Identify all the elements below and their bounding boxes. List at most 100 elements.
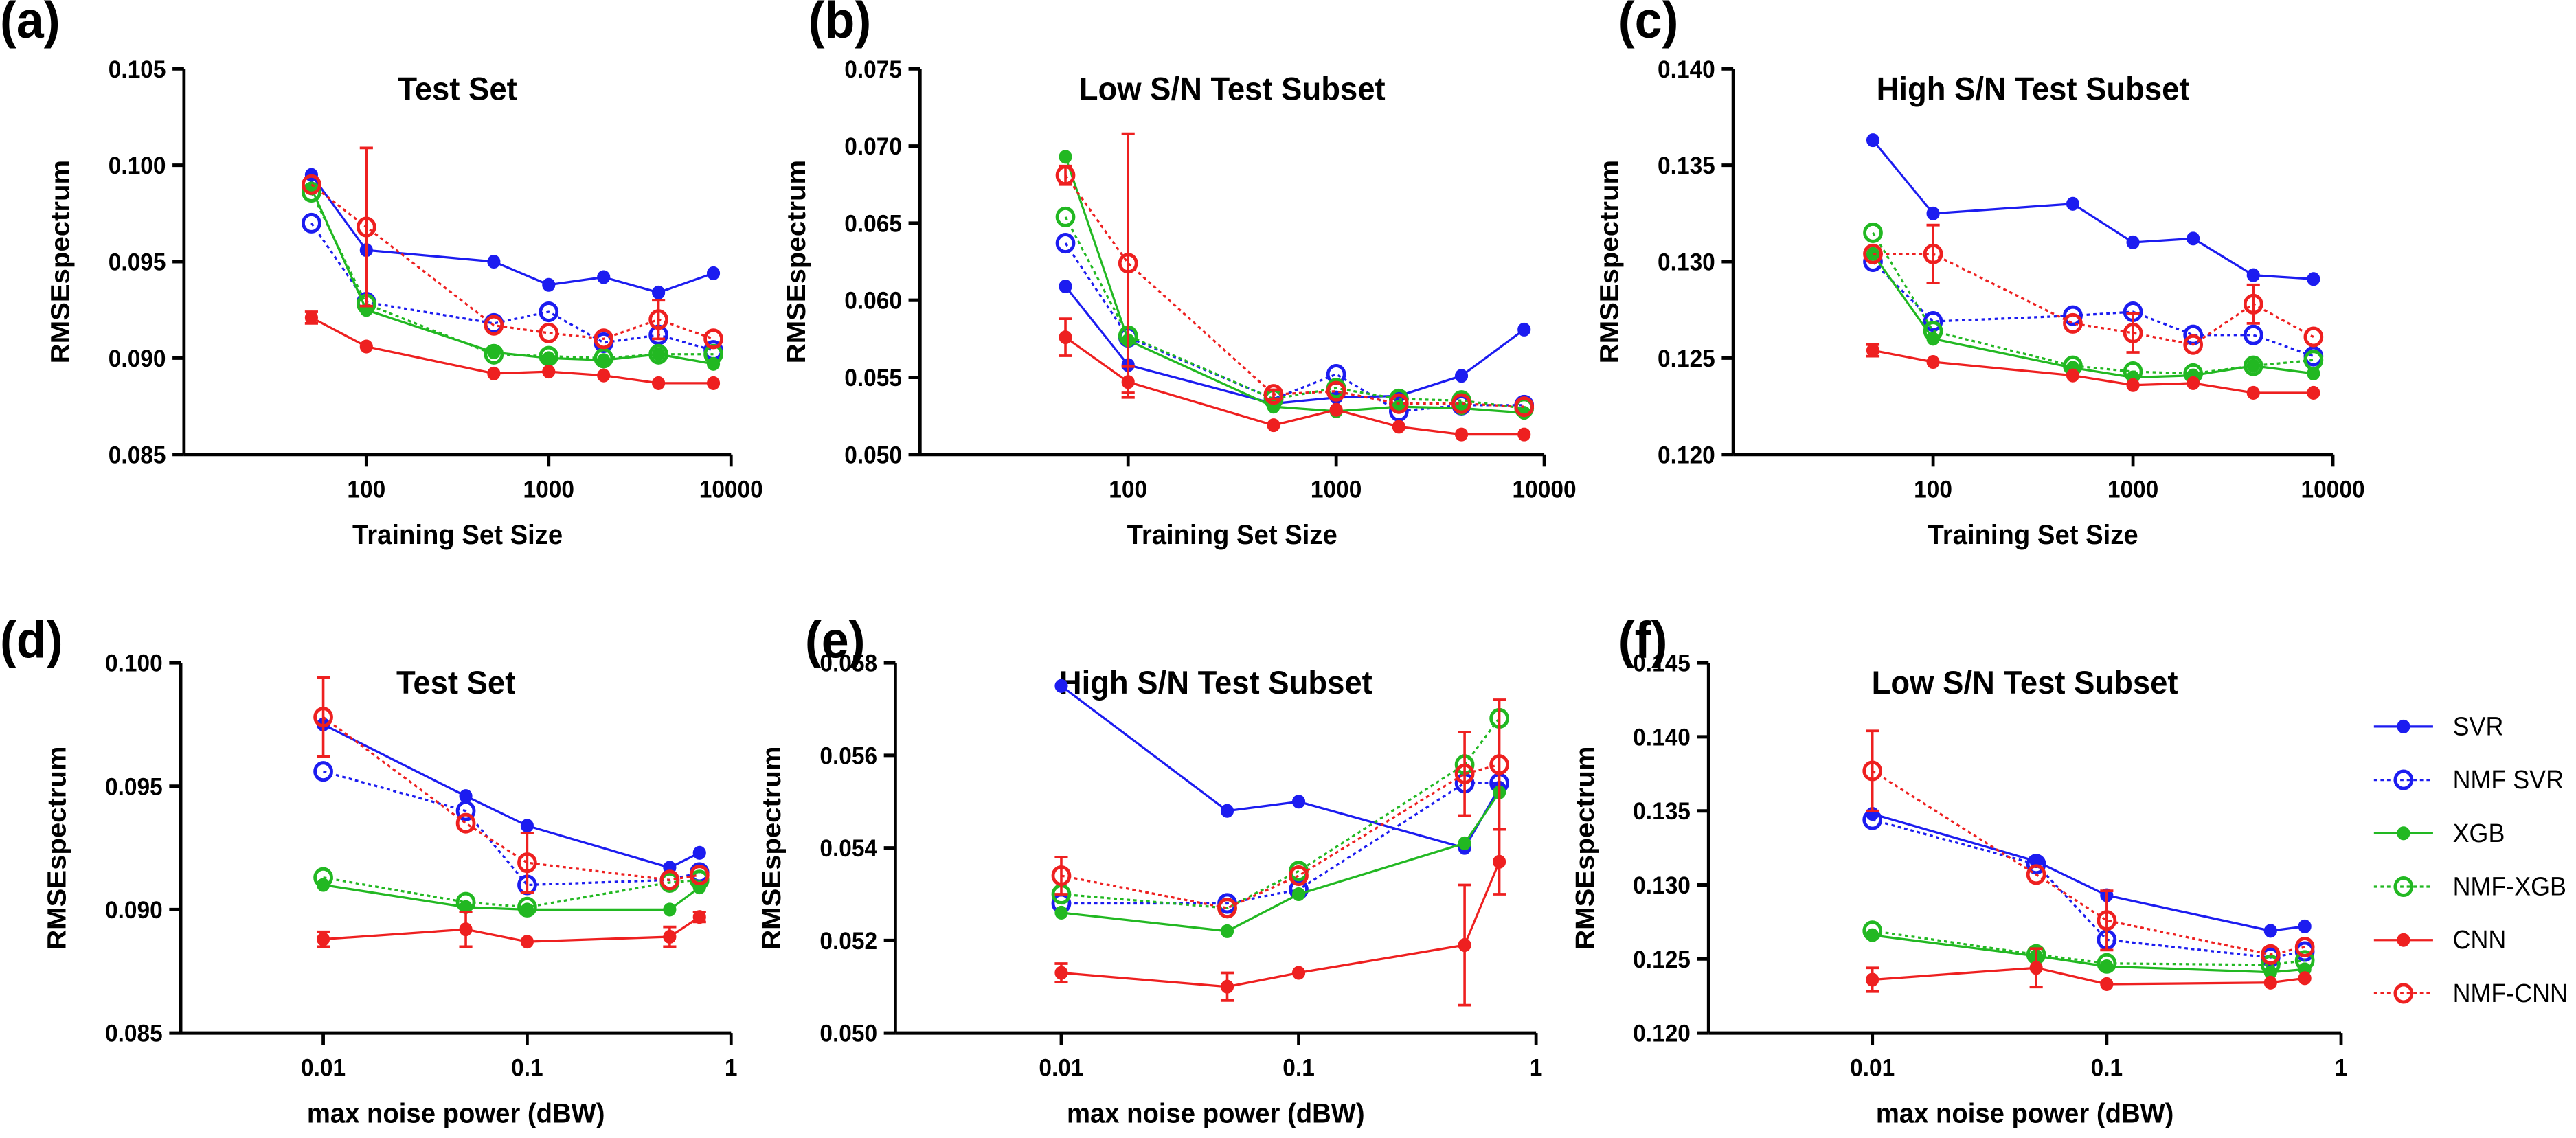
chart-title: Test Set — [398, 70, 517, 106]
x-tick-label: 1000 — [1311, 477, 1362, 503]
chart-title: Low S/N Test Subset — [1079, 70, 1386, 106]
data-point — [1514, 396, 1535, 418]
data-point — [1451, 393, 1471, 414]
data-point — [2294, 950, 2315, 971]
y-axis-label: RMSEspectrum — [43, 746, 71, 949]
data-point — [459, 922, 473, 937]
panel-label: (c) — [1618, 0, 1679, 49]
x-tick-label: 1 — [2335, 1055, 2348, 1082]
data-point — [539, 322, 559, 343]
series-line — [1064, 174, 1524, 408]
data-point — [652, 285, 666, 299]
y-tick-label: 0.120 — [1633, 1021, 1691, 1047]
error-bar — [1267, 388, 1280, 400]
data-point — [1866, 133, 1880, 148]
data-point — [2029, 961, 2043, 975]
series-line — [1061, 717, 1500, 909]
x-tick-label: 1000 — [523, 477, 574, 503]
y-tick-label: 0.060 — [844, 288, 902, 315]
data-point — [1220, 979, 1234, 994]
data-point — [484, 315, 504, 336]
data-point — [2246, 268, 2260, 282]
error-bar — [1926, 223, 1940, 284]
error-bar — [652, 299, 666, 341]
data-point — [2260, 954, 2281, 975]
data-point — [1055, 233, 1076, 254]
data-point — [2263, 924, 2277, 938]
data-point — [1862, 760, 1883, 782]
y-tick-label: 0.055 — [844, 365, 902, 391]
data-point — [1863, 222, 1883, 243]
data-point — [2303, 350, 2324, 371]
data-point — [597, 270, 611, 284]
y-tick-label: 0.085 — [109, 442, 166, 469]
data-point — [304, 310, 318, 325]
data-point — [1059, 330, 1072, 345]
data-point — [1388, 393, 1409, 414]
data-point — [359, 339, 373, 354]
series-line — [310, 183, 714, 340]
y-tick-label: 0.135 — [1633, 799, 1691, 826]
data-point — [1517, 427, 1531, 442]
data-point — [313, 707, 333, 728]
data-point — [517, 852, 537, 874]
x-axis-label: max noise power (dBW) — [1067, 1099, 1365, 1129]
data-point — [1866, 972, 1879, 987]
y-tick-label: 0.145 — [1633, 650, 1691, 677]
y-axis-label: RMSEspectrum — [1571, 746, 1600, 949]
panel: (e) High S/N Test Subset max noise power (… — [758, 611, 1543, 1129]
panel: (a) Test Set Training Set Size RMSEspectrum… — [0, 0, 763, 550]
data-point — [2294, 937, 2315, 958]
data-point — [1923, 311, 1943, 332]
y-tick-label: 0.085 — [105, 1021, 163, 1047]
data-point — [2243, 324, 2263, 345]
data-point — [313, 761, 333, 782]
legend-marker — [2397, 719, 2410, 733]
x-tick-label: 10000 — [1513, 477, 1577, 503]
x-tick-label: 1 — [1530, 1055, 1543, 1082]
data-point — [663, 929, 677, 944]
legend-marker — [2393, 769, 2414, 790]
data-point — [1329, 402, 1343, 417]
data-point — [1054, 966, 1068, 980]
data-point — [1454, 763, 1475, 784]
data-point — [2246, 385, 2260, 400]
panel-label: (a) — [0, 0, 60, 49]
data-point — [1217, 898, 1237, 919]
panel: (c) High S/N Test Subset Training Set Size… — [1596, 0, 2365, 550]
chart-title: High S/N Test Subset — [1059, 664, 1372, 701]
data-point — [2123, 322, 2143, 343]
error-bar — [316, 676, 330, 758]
data-point — [1289, 865, 1309, 887]
x-axis-label: Training Set Size — [1928, 520, 2138, 550]
y-tick-label: 0.058 — [820, 650, 877, 677]
series-line — [1872, 819, 2305, 959]
series-line — [323, 876, 700, 909]
data-point — [1517, 322, 1531, 337]
data-point — [517, 896, 537, 918]
data-point — [1291, 795, 1306, 809]
data-point — [1454, 369, 1469, 383]
y-tick-label: 0.052 — [820, 928, 877, 955]
series-line — [1061, 763, 1500, 909]
data-point — [302, 174, 321, 195]
error-bar — [520, 832, 534, 894]
y-tick-label: 0.140 — [1658, 56, 1715, 83]
data-point — [302, 181, 321, 203]
x-tick-label: 100 — [1914, 477, 1952, 503]
error-bar — [1493, 698, 1506, 831]
y-axis-label: RMSEspectrum — [46, 160, 75, 363]
y-tick-label: 0.105 — [109, 56, 166, 83]
data-point — [2026, 864, 2046, 885]
data-point — [2066, 196, 2080, 211]
data-point — [2126, 235, 2140, 249]
data-point — [1923, 321, 1943, 342]
data-point — [1458, 938, 1471, 953]
data-point — [652, 376, 666, 390]
y-tick-label: 0.140 — [1633, 725, 1691, 751]
data-point — [1220, 804, 1234, 818]
data-point — [1220, 924, 1234, 938]
x-tick-label: 1000 — [2108, 477, 2158, 503]
data-point — [2183, 334, 2204, 355]
data-point — [1926, 206, 1940, 220]
